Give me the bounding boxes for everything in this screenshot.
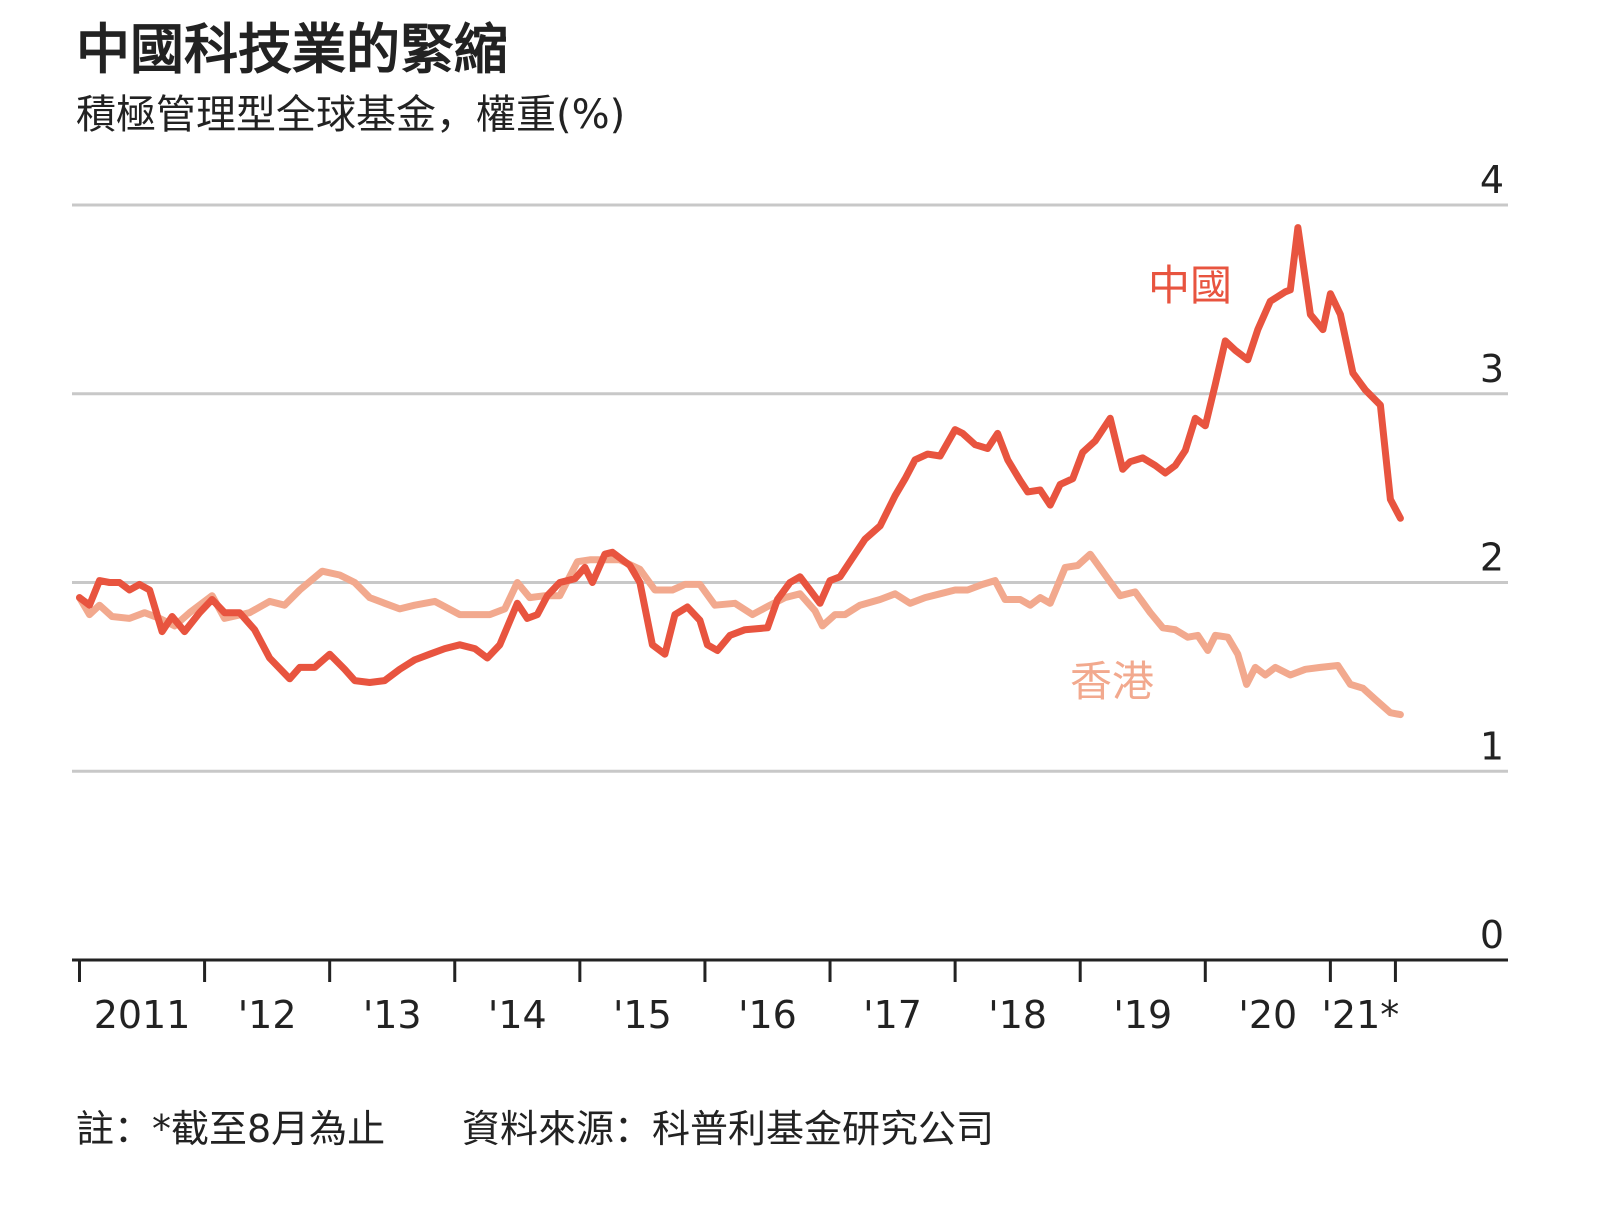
y-tick-label: 1 (1480, 724, 1504, 768)
series-label: 香港 (1070, 657, 1154, 706)
x-tick-label: '14 (488, 993, 547, 1037)
x-tick-label: '13 (363, 993, 422, 1037)
series-label: 中國 (1148, 261, 1232, 310)
x-tick-label: '18 (988, 993, 1047, 1037)
x-tick-label: '15 (613, 993, 672, 1037)
chart-subtitle: 積極管理型全球基金，權重(%) (76, 92, 625, 138)
chart-title: 中國科技業的緊縮 (76, 18, 508, 81)
x-tick-label: '21* (1321, 993, 1399, 1037)
x-tick-label: '12 (238, 993, 297, 1037)
x-tick-label: '20 (1238, 993, 1297, 1037)
x-tick-label: 2011 (94, 993, 191, 1037)
x-tick-label: '16 (738, 993, 797, 1037)
line (76, 550, 1404, 719)
y-tick-label: 0 (1480, 913, 1504, 957)
y-tick-label: 2 (1480, 536, 1504, 580)
line (76, 224, 1404, 686)
x-tick-label: '19 (1113, 993, 1172, 1037)
x-tick-label: '17 (863, 993, 922, 1037)
note: 註：*截至8月為止 (76, 1107, 385, 1151)
y-tick-label: 3 (1480, 347, 1504, 391)
y-tick-label: 4 (1480, 158, 1504, 202)
source: 資料來源：科普利基金研究公司 (462, 1107, 994, 1151)
